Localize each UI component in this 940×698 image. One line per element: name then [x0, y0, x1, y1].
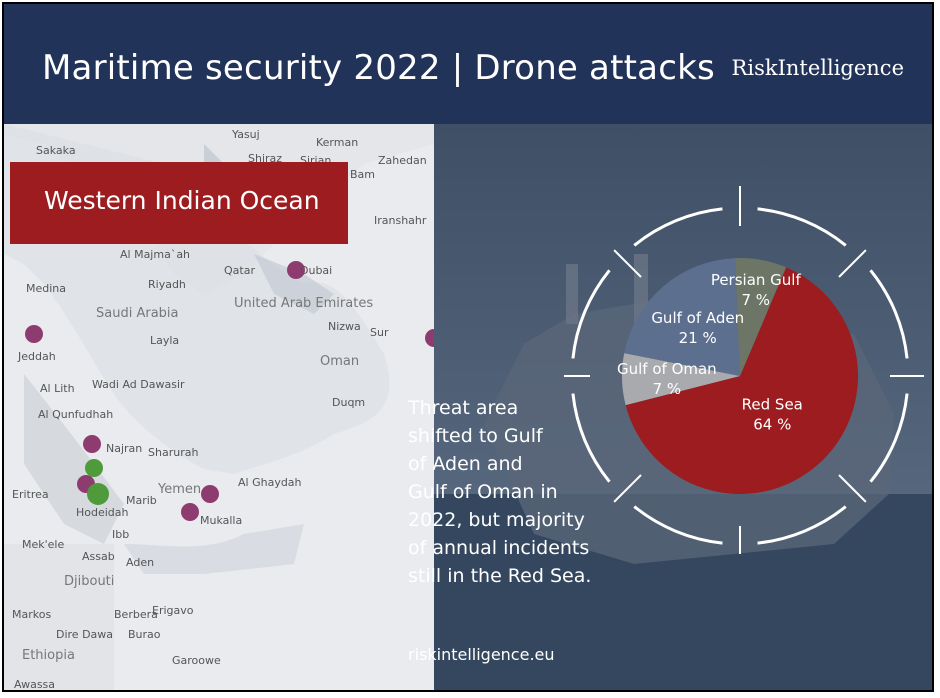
place-label: Awassa: [14, 678, 56, 691]
ring-tick: [613, 474, 642, 503]
place-label: Sharurah: [148, 446, 199, 459]
content-area: Yasuj Kerman Sakaka Shiraz Sirjan Bam Za…: [4, 124, 932, 691]
place-label: Najran: [106, 442, 143, 455]
page-title: Maritime security 2022 | Drone attacks: [42, 48, 715, 88]
place-label: Yemen: [158, 482, 202, 497]
place-label: Yasuj: [232, 128, 260, 141]
pie-label-name: Red Sea: [742, 396, 803, 414]
place-label: Qatar: [224, 264, 255, 277]
place-label: Kerman: [316, 136, 359, 149]
place-label: Djibouti: [64, 574, 115, 589]
place-label: Aden: [126, 556, 155, 569]
pie-slice-gulf-of-oman: [622, 353, 740, 406]
ring-arc: [571, 393, 611, 483]
pie-label-value: 7 %: [741, 291, 770, 309]
ring-arc: [633, 207, 723, 247]
ring-arc: [633, 505, 723, 545]
note-line: still in the Red Sea.: [408, 565, 592, 587]
place-label: Medina: [26, 282, 67, 295]
place-label: Riyadh: [148, 278, 186, 291]
pie-label-value: 21 %: [679, 329, 717, 347]
pie-slice-persian-gulf: [734, 258, 787, 376]
ring-arc: [571, 269, 611, 359]
place-label: Ethiopia: [22, 648, 75, 663]
place-label: Layla: [150, 334, 180, 347]
ring-tick: [613, 249, 642, 278]
threat-note: Threat area shifted to Gulf of Aden and …: [408, 394, 608, 590]
pie-slice-gulf-of-aden: [624, 258, 740, 376]
drone-markers: [25, 261, 434, 521]
pie-label-name: Gulf of Oman: [617, 360, 717, 378]
place-label: Mek'ele: [22, 538, 65, 551]
note-line: Threat area: [408, 397, 519, 419]
pie-slice-red-sea: [625, 267, 858, 494]
pie-label-name: Gulf of Aden: [651, 309, 744, 327]
note-line: of Aden and: [408, 453, 523, 475]
place-label: Marib: [126, 494, 157, 507]
note-line: of annual incidents: [408, 537, 590, 559]
ring-arc: [869, 393, 909, 483]
pie-slices: [622, 258, 858, 494]
place-label: Burao: [128, 628, 161, 641]
place-label: Jeddah: [18, 350, 56, 363]
pie-label-name: Persian Gulf: [711, 271, 802, 289]
place-label: Mukalla: [200, 514, 243, 527]
pie-label-value: 64 %: [753, 416, 791, 434]
place-label: Shiraz: [248, 152, 283, 165]
place-label: Al Ghaydah: [238, 476, 302, 489]
place-label: Oman: [320, 354, 360, 369]
ring-arc: [869, 269, 909, 359]
place-label: Erigavo: [152, 604, 194, 617]
place-label: Dubai: [300, 264, 333, 277]
place-label: Markos: [12, 608, 52, 621]
place-label: Hodeidah: [76, 506, 129, 519]
place-label: Ibb: [112, 528, 130, 541]
pie-label-value: 7 %: [653, 380, 682, 398]
place-label: Duqm: [332, 396, 366, 409]
note-line: 2022, but majority: [408, 509, 585, 531]
ring-arc: [757, 207, 847, 247]
region-banner: Western Indian Ocean: [10, 162, 348, 244]
place-label: Saudi Arabia: [96, 306, 179, 321]
place-label: Al Qunfudhah: [38, 408, 114, 421]
place-label: Zahedan: [378, 154, 427, 167]
place-label: Sakaka: [36, 144, 76, 157]
place-label: Assab: [82, 550, 115, 563]
place-label: Berbera: [114, 608, 158, 621]
place-label: Wadi Ad Dawasir: [92, 378, 185, 391]
ring-arc: [757, 505, 847, 545]
brand-logo: RiskIntelligence: [731, 56, 904, 80]
place-label: Al Majma`ah: [120, 248, 191, 261]
place-label: Eritrea: [12, 488, 49, 501]
place-label: Bam: [350, 168, 376, 181]
place-label: Dire Dawa: [56, 628, 114, 641]
place-label: Al Lith: [40, 382, 75, 395]
place-label: Iranshahr: [374, 214, 427, 227]
note-line: Gulf of Oman in: [408, 481, 558, 503]
ring-tick: [838, 474, 867, 503]
note-line: shifted to Gulf: [408, 425, 543, 447]
chart-target-ring: [564, 186, 924, 554]
place-label: Garoowe: [172, 654, 221, 667]
ring-tick: [838, 249, 867, 278]
website-link[interactable]: riskintelligence.eu: [408, 645, 555, 664]
place-label: United Arab Emirates: [234, 296, 374, 311]
region-banner-label: Western Indian Ocean: [44, 186, 320, 215]
header-bar: Maritime security 2022 | Drone attacks R…: [4, 4, 932, 124]
place-label: Sur: [370, 326, 389, 339]
place-label: Nizwa: [328, 320, 361, 333]
